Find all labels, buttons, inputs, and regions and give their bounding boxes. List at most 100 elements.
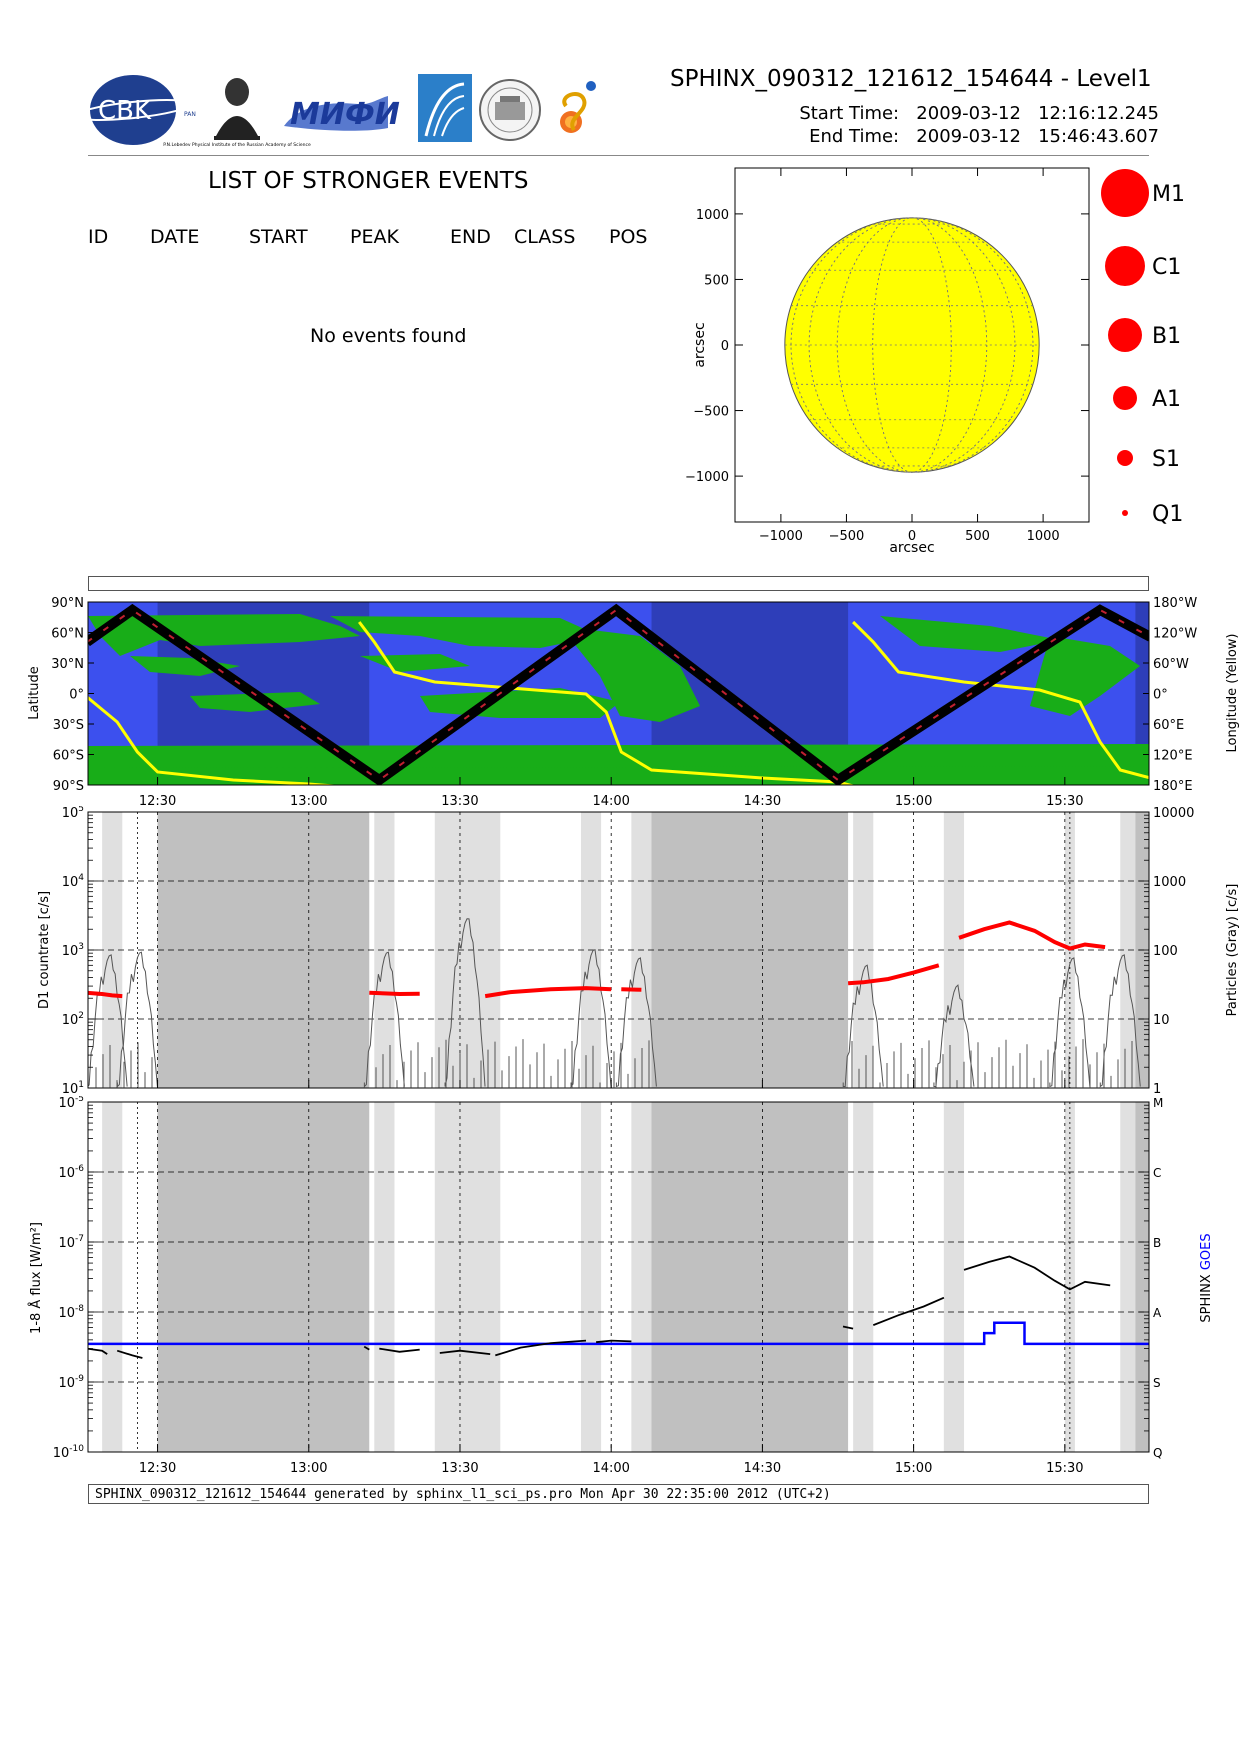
dark-shaded-band [651, 1102, 849, 1452]
sphinx-series-segment [596, 1339, 632, 1344]
start-date-value: 2009-03-12 [916, 103, 1021, 124]
cbk-logo-small-text: PAN [184, 111, 196, 118]
land-mass [88, 766, 1149, 785]
d1-series-segment [958, 920, 1106, 951]
goes-x-tick-label: 12:30 [139, 1461, 176, 1476]
orbit-lat-tick-label: 90°N [51, 596, 84, 611]
goes-x-tick-label: 15:30 [1046, 1461, 1083, 1476]
disk-x-tick-label: 500 [965, 529, 990, 544]
light-shaded-band [580, 1102, 602, 1452]
particles-series-peak [1099, 954, 1141, 1088]
goes-y-label-sphinx: SPHINX [1199, 1274, 1214, 1322]
end-time-label: End Time: [809, 126, 900, 147]
goes-x-tick-label: 14:00 [592, 1461, 629, 1476]
sphinx-series-segment [116, 1349, 143, 1359]
start-time-value: 12:16:12.245 [1038, 103, 1159, 124]
land-mass [330, 616, 600, 648]
d1-series-segment [369, 990, 420, 997]
column-header-date: DATE [150, 226, 200, 248]
d1-y-tick-label: 104 [62, 873, 85, 890]
orbit-lon-tick-label: 120°E [1153, 749, 1193, 764]
orbit-lat-tick-label: 60°N [51, 627, 84, 642]
legend-label-m1: M1 [1152, 182, 1185, 207]
arc-logo [418, 74, 472, 142]
disk-longitude-line [808, 217, 1016, 473]
longitude-track [88, 695, 341, 785]
flare-class-legend: M1 C1 B1 A1 S1 Q1 [1100, 168, 1210, 538]
goes-gridlines [88, 1102, 1149, 1452]
legend-label-a1: A1 [1152, 387, 1181, 412]
dark-shaded-band [157, 1102, 370, 1452]
sphinx-series-segment [379, 1347, 420, 1353]
particles-series-peak [88, 954, 128, 1087]
light-shaded-band [102, 1102, 123, 1452]
d1-series-segment [88, 990, 123, 999]
legend-label-b1: B1 [1152, 324, 1181, 349]
disk-x-tick-label: −500 [829, 529, 865, 544]
legend-marker-m1 [1101, 169, 1149, 217]
d1-right-tick-label: 1000 [1153, 875, 1186, 890]
orbit-y-label-left: Latitude [27, 666, 42, 720]
disk-x-label: arcsec [889, 540, 934, 556]
particles-series-peak [444, 918, 486, 1087]
light-shaded-band [434, 1102, 501, 1452]
disk-y-tick-label: 500 [704, 273, 729, 288]
disk-longitude-line [790, 217, 1034, 473]
events-heading: LIST OF STRONGER EVENTS [208, 168, 529, 194]
sphinx-series-segment [963, 1255, 1111, 1291]
goes-x-tick-label: 14:30 [744, 1461, 781, 1476]
goes-y-tick-label: 10-7 [58, 1234, 84, 1251]
light-shaded-band [1120, 1102, 1136, 1452]
header-divider [88, 155, 1149, 156]
d1-gridlines [88, 812, 1149, 1088]
d1-y-tick-label: 103 [62, 942, 84, 959]
orbit-lat-tick-label: 0° [69, 688, 84, 703]
lebedev-caption: P.N.Lebedev Physical Institute of the Ru… [163, 142, 311, 148]
cbk-logo: CBK PAN [74, 75, 196, 145]
end-time-row: End Time: 2009-03-12 15:46:43.607 [760, 126, 1159, 147]
light-shaded-band [374, 1102, 395, 1452]
land-mass [190, 692, 320, 712]
goes-class-tick-label: A [1153, 1306, 1162, 1320]
solar-logo [560, 81, 596, 133]
legend-svg: M1 C1 B1 A1 S1 Q1 [1101, 169, 1185, 527]
goes-class-tick-label: M [1153, 1096, 1163, 1110]
orbit-lat-tick-label: 30°S [53, 718, 84, 733]
legend-marker-q1 [1122, 510, 1128, 516]
d1-right-tick-label: 100 [1153, 944, 1178, 959]
legend-label-q1: Q1 [1152, 502, 1183, 527]
orbit-lon-tick-label: 60°W [1153, 657, 1189, 672]
solar-disk-chart: −1000 −1000 −500 −500 0 0 500 500 1000 1000 arcse… [685, 167, 1090, 556]
particles-series-peak [842, 964, 884, 1088]
seal-logo [479, 79, 541, 141]
sphinx-series-segment [439, 1349, 491, 1355]
start-time-row: Start Time: 2009-03-12 12:16:12.245 [760, 103, 1159, 124]
land-mass [880, 616, 1060, 652]
longitude-track [358, 621, 854, 785]
disk-x-tick-label: 0 [908, 529, 916, 544]
disk-longitude-line [872, 217, 952, 473]
no-events-message: No events found [310, 325, 467, 347]
goes-x-tick-label: 13:30 [441, 1461, 478, 1476]
d1-y-label-right: Particles (Gray) [c/s] [1225, 884, 1240, 1017]
column-header-id: ID [88, 226, 109, 248]
d1-right-tick-label: 10 [1153, 1013, 1170, 1028]
end-time-value: 15:46:43.607 [1038, 126, 1159, 147]
footer-generated-note: SPHINX_090312_121612_154644 generated by… [88, 1484, 1149, 1504]
legend-marker-s1 [1117, 450, 1133, 466]
orbit-y-label-right: Longitude (Yellow) [1225, 634, 1240, 753]
d1-y-tick-label: 101 [62, 1080, 84, 1096]
goes-y-tick-label: 10-5 [58, 1096, 84, 1111]
column-header-start: START [249, 226, 308, 248]
light-shaded-band [631, 1102, 652, 1452]
orbit-dark-band [1135, 602, 1149, 785]
d1-y-tick-label: 102 [62, 1011, 84, 1028]
orbit-x-tick-label: 13:30 [441, 794, 478, 809]
orbit-lat-tick-label: 90°S [53, 779, 84, 794]
satellite-latitude-track [88, 603, 1149, 785]
disk-y-tick-label: −1000 [685, 470, 729, 485]
legend-marker-b1 [1108, 318, 1142, 352]
d1-y-label-left: D1 countrate [c/s] [37, 891, 52, 1009]
goes-y-label-goes: GOES [1199, 1233, 1214, 1270]
goes-y-tick-label: 10-6 [58, 1164, 84, 1181]
